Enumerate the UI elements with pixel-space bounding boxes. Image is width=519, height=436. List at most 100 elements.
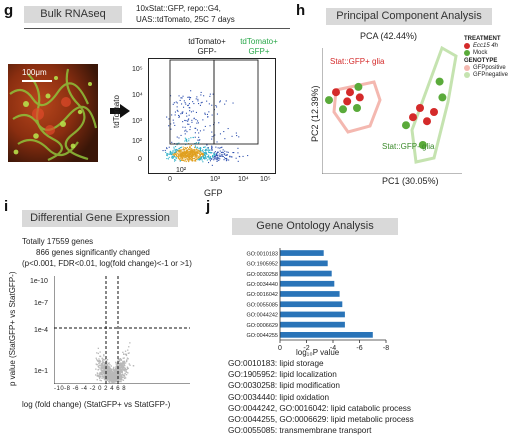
volcano-gene-dot	[113, 379, 115, 381]
dge-summary: Totally 17559 genes 866 genes significan…	[22, 236, 192, 269]
flow-event-dot	[195, 152, 197, 154]
flow-event-dot	[187, 120, 189, 122]
flow-event-dot	[187, 150, 189, 152]
flow-event-dot	[191, 119, 193, 121]
flow-event-dot	[200, 91, 202, 93]
flow-event-dot	[198, 156, 200, 158]
flow-event-dot	[171, 156, 173, 158]
flow-event-dot	[203, 146, 205, 148]
cluster-negative-hull	[410, 45, 458, 164]
flow-event-dot	[177, 156, 179, 158]
flow-event-dot	[216, 160, 218, 162]
flow-event-dot	[212, 93, 214, 95]
flow-event-dot	[189, 153, 191, 155]
volcano-gene-dot	[97, 365, 99, 368]
flow-event-dot	[182, 146, 184, 148]
volcano-gene-dot	[123, 370, 126, 372]
flow-event-dot	[223, 154, 225, 156]
flow-event-dot	[182, 121, 184, 123]
flow-event-dot	[209, 95, 211, 97]
flow-ytick-1e3: 10³	[132, 118, 143, 125]
flow-event-dot	[174, 154, 176, 156]
pca-point-mock	[339, 105, 347, 114]
flow-event-dot	[172, 154, 174, 156]
volcano-gene-dot	[106, 374, 109, 376]
flow-event-dot	[191, 149, 193, 151]
flow-event-dot	[183, 155, 185, 157]
flow-event-dot	[203, 129, 205, 131]
flow-event-dot	[208, 158, 210, 160]
volcano-gene-dot	[118, 374, 120, 376]
flow-event-dot	[199, 151, 201, 153]
flow-event-dot	[184, 137, 186, 139]
flow-event-dot	[186, 115, 188, 117]
volcano-gene-dot	[126, 357, 129, 359]
flow-event-dot	[185, 147, 187, 149]
flow-event-dot	[219, 150, 221, 152]
flow-event-dot	[182, 152, 184, 154]
go-bar-GO-0010183	[280, 250, 324, 256]
flow-event-dot	[204, 112, 206, 114]
flow-event-dot	[206, 113, 208, 115]
volcano-gene-dot	[95, 374, 97, 376]
flow-event-dot	[187, 119, 189, 121]
volcano-gene-dot	[98, 360, 100, 362]
flow-event-dot	[226, 154, 228, 156]
flow-event-dot	[199, 158, 201, 160]
pca-point-mock	[402, 121, 410, 130]
flow-event-dot	[224, 153, 226, 155]
volcano-gene-dot	[117, 360, 119, 362]
arrow-right-icon	[110, 104, 130, 118]
flow-event-dot	[203, 146, 205, 148]
volcano-gene-dot	[107, 363, 109, 366]
flow-event-dot	[175, 151, 177, 153]
dge-significant-genes: 866 genes significantly changed	[36, 248, 150, 257]
flow-event-dot	[217, 158, 219, 160]
flow-event-dot	[196, 153, 198, 155]
volcano-gene-dot	[121, 379, 123, 381]
flow-event-dot	[209, 93, 211, 95]
legend-label-mock: Mock	[473, 50, 488, 56]
volcano-gene-dot	[115, 374, 118, 376]
flow-event-dot	[166, 158, 168, 160]
volcano-gene-dot	[119, 377, 121, 380]
volcano-gene-dot	[125, 377, 127, 379]
flow-event-dot	[190, 148, 192, 150]
flow-event-dot	[180, 146, 182, 148]
flow-event-dot	[204, 154, 206, 156]
volcano-gene-dot	[114, 379, 116, 381]
volcano-gene-dot	[108, 381, 110, 383]
flow-event-dot	[201, 159, 203, 161]
flow-event-dot	[178, 116, 180, 118]
go-bar-GO-0044255	[280, 332, 373, 338]
volcano-gene-dot	[123, 353, 125, 355]
volcano-gene-dot	[104, 366, 106, 368]
flow-event-dot	[215, 146, 217, 148]
flow-event-dot	[210, 152, 212, 154]
flow-event-dot	[180, 152, 182, 154]
flow-event-dot	[182, 95, 184, 97]
volcano-gene-dot	[113, 377, 115, 379]
volcano-gene-dot	[99, 373, 101, 375]
flow-event-dot	[201, 156, 203, 158]
flow-event-dot	[173, 122, 175, 124]
volcano-gene-dot	[122, 365, 125, 367]
flow-event-dot	[211, 152, 213, 154]
flow-event-dot	[235, 157, 237, 159]
flow-event-dot	[188, 151, 190, 153]
panel-letter-i: i	[4, 198, 9, 215]
volcano-gene-dot	[99, 359, 101, 362]
volcano-gene-dot	[100, 380, 102, 382]
volcano-gene-dot	[115, 371, 117, 373]
volcano-gene-dot	[99, 379, 101, 381]
go-term-2: GO:0030258: lipid modification	[228, 381, 340, 391]
flow-event-dot	[216, 152, 218, 154]
gate-right-box	[213, 59, 259, 145]
flow-event-dot	[167, 158, 169, 160]
volcano-gene-dot	[107, 375, 109, 377]
flow-event-dot	[218, 157, 220, 159]
volcano-gene-dot	[100, 365, 102, 368]
go-xtick-label: 0	[278, 345, 282, 352]
flow-event-dot	[192, 101, 194, 103]
flow-event-dot	[206, 144, 208, 146]
